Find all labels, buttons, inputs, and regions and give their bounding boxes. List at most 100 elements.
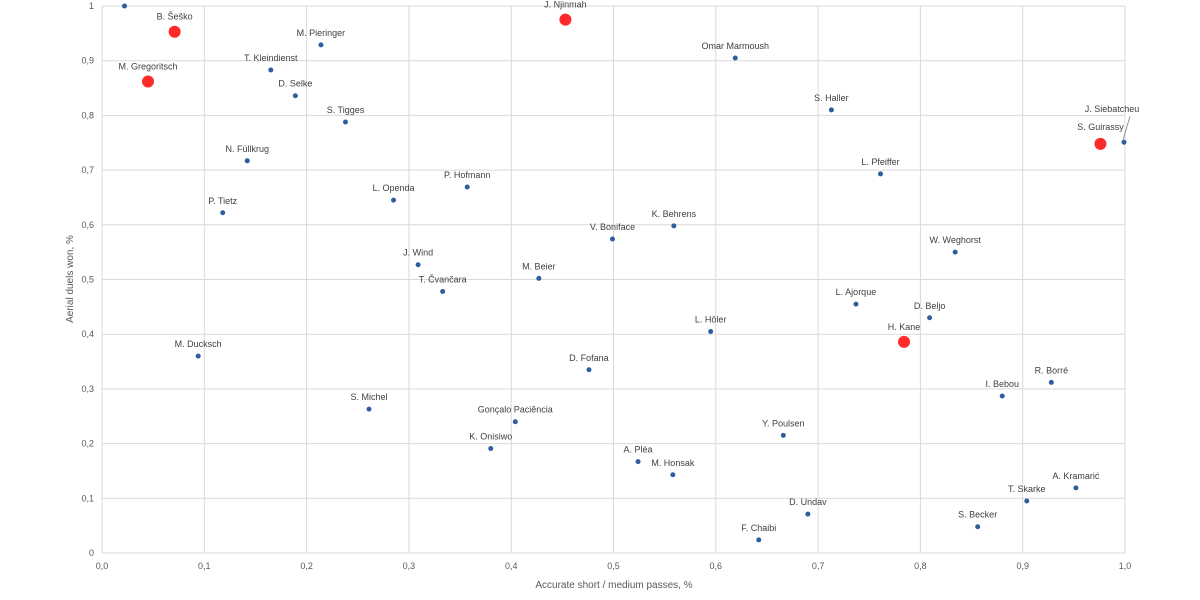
point-label: H. Kane — [888, 322, 921, 332]
point-label: K. Onisiwo — [469, 432, 512, 442]
point-label: L. Höler — [695, 314, 727, 324]
y-tick-label: 0,6 — [81, 220, 94, 230]
data-points — [122, 3, 1127, 543]
point-label: M. Pieringer — [297, 28, 346, 38]
data-point — [853, 301, 859, 307]
point-label: M. Gregoritsch — [119, 61, 178, 71]
data-point — [1048, 379, 1054, 385]
data-point — [536, 275, 542, 281]
data-point — [975, 524, 981, 530]
data-point — [671, 223, 677, 229]
x-tick-label: 0,4 — [505, 561, 518, 571]
point-label: M. Honsak — [651, 458, 695, 468]
data-point — [342, 119, 348, 125]
data-point — [464, 184, 470, 190]
highlighted-point — [1094, 137, 1107, 150]
y-tick-label: 0,3 — [81, 384, 94, 394]
data-point — [292, 93, 298, 99]
data-point — [805, 511, 811, 517]
y-tick-label: 0,2 — [81, 439, 94, 449]
data-point — [828, 107, 834, 113]
point-label: Y. Poulsen — [762, 418, 804, 428]
point-label: M. Ducksch — [175, 339, 222, 349]
data-point — [220, 210, 226, 216]
x-tick-label: 0,7 — [812, 561, 825, 571]
point-label: Gonçalo Paciência — [478, 405, 553, 415]
point-label: D. Fofana — [569, 353, 609, 363]
point-label: I. Bebou — [985, 379, 1019, 389]
point-label: A. Kramarić — [1052, 471, 1100, 481]
point-label: Omar Marmoush — [701, 41, 769, 51]
data-point — [122, 3, 128, 9]
point-label: S. Guirassy — [1077, 122, 1124, 132]
y-axis-ticks: 0 0,1 0,2 0,3 0,4 0,5 0,6 0,7 0,8 0,9 1 — [81, 1, 94, 558]
y-axis-title: Aerial duels won, % — [65, 235, 76, 323]
point-label: B. Šeško — [157, 12, 193, 22]
point-label: S. Michel — [350, 392, 387, 402]
highlighted-point — [559, 13, 572, 26]
data-point — [999, 393, 1005, 399]
point-label: J. Siebatcheu — [1085, 104, 1140, 114]
x-tick-label: 0,0 — [96, 561, 109, 571]
y-tick-label: 0,8 — [81, 110, 94, 120]
data-point — [878, 171, 884, 177]
data-point — [1024, 498, 1030, 504]
point-label: J. Njinmah — [544, 0, 587, 10]
point-label: S. Tigges — [327, 105, 365, 115]
point-label: D. Beljo — [914, 301, 946, 311]
data-point — [1121, 139, 1127, 145]
x-tick-label: 1,0 — [1119, 561, 1132, 571]
point-label: T. Skarke — [1008, 484, 1046, 494]
point-label: T. Kleindienst — [244, 53, 298, 63]
data-point — [366, 406, 372, 412]
highlighted-point — [142, 75, 155, 88]
highlighted-point — [898, 335, 911, 348]
point-label: F. Chaibi — [741, 523, 776, 533]
y-tick-label: 1 — [89, 1, 94, 11]
data-point — [756, 537, 762, 543]
point-label: M. Beier — [522, 261, 556, 271]
point-label: V. Boniface — [590, 222, 635, 232]
data-point — [195, 353, 201, 359]
point-label: S. Haller — [814, 93, 849, 103]
data-point — [586, 367, 592, 373]
point-label: P. Hofmann — [444, 170, 490, 180]
data-point — [512, 419, 518, 425]
y-tick-label: 0,7 — [81, 165, 94, 175]
data-point — [927, 315, 933, 321]
y-tick-label: 0 — [89, 548, 94, 558]
point-label: T. Čvančara — [419, 275, 467, 285]
data-point — [244, 158, 250, 164]
point-label: P. Tietz — [208, 196, 237, 206]
point-label: L. Openda — [373, 183, 415, 193]
y-tick-label: 0,5 — [81, 275, 94, 285]
x-tick-label: 0,6 — [710, 561, 723, 571]
data-point — [1073, 485, 1079, 491]
point-label: A. Pléa — [624, 445, 653, 455]
point-label: K. Behrens — [652, 209, 697, 219]
x-tick-label: 0,9 — [1016, 561, 1029, 571]
data-point — [488, 446, 494, 452]
point-label: D. Undav — [789, 497, 827, 507]
point-label: N. Füllkrug — [226, 144, 270, 154]
point-label: D. Selke — [278, 79, 312, 89]
point-label: J. Wind — [403, 248, 433, 258]
x-tick-label: 0,2 — [300, 561, 313, 571]
data-point — [440, 289, 446, 295]
data-point — [670, 472, 676, 478]
x-axis-title: Accurate short / medium passes, % — [535, 580, 692, 591]
data-point — [952, 249, 958, 255]
point-label: L. Pfeiffer — [861, 157, 899, 167]
data-point — [708, 328, 714, 334]
y-tick-label: 0,1 — [81, 493, 94, 503]
x-tick-label: 0,1 — [198, 561, 211, 571]
point-label: L. Ajorque — [836, 287, 877, 297]
point-label: R. Borré — [1035, 365, 1069, 375]
x-tick-label: 0,3 — [403, 561, 416, 571]
data-point — [732, 55, 738, 61]
y-tick-label: 0,4 — [81, 329, 94, 339]
point-label: S. Becker — [958, 510, 997, 520]
data-point — [391, 197, 397, 203]
